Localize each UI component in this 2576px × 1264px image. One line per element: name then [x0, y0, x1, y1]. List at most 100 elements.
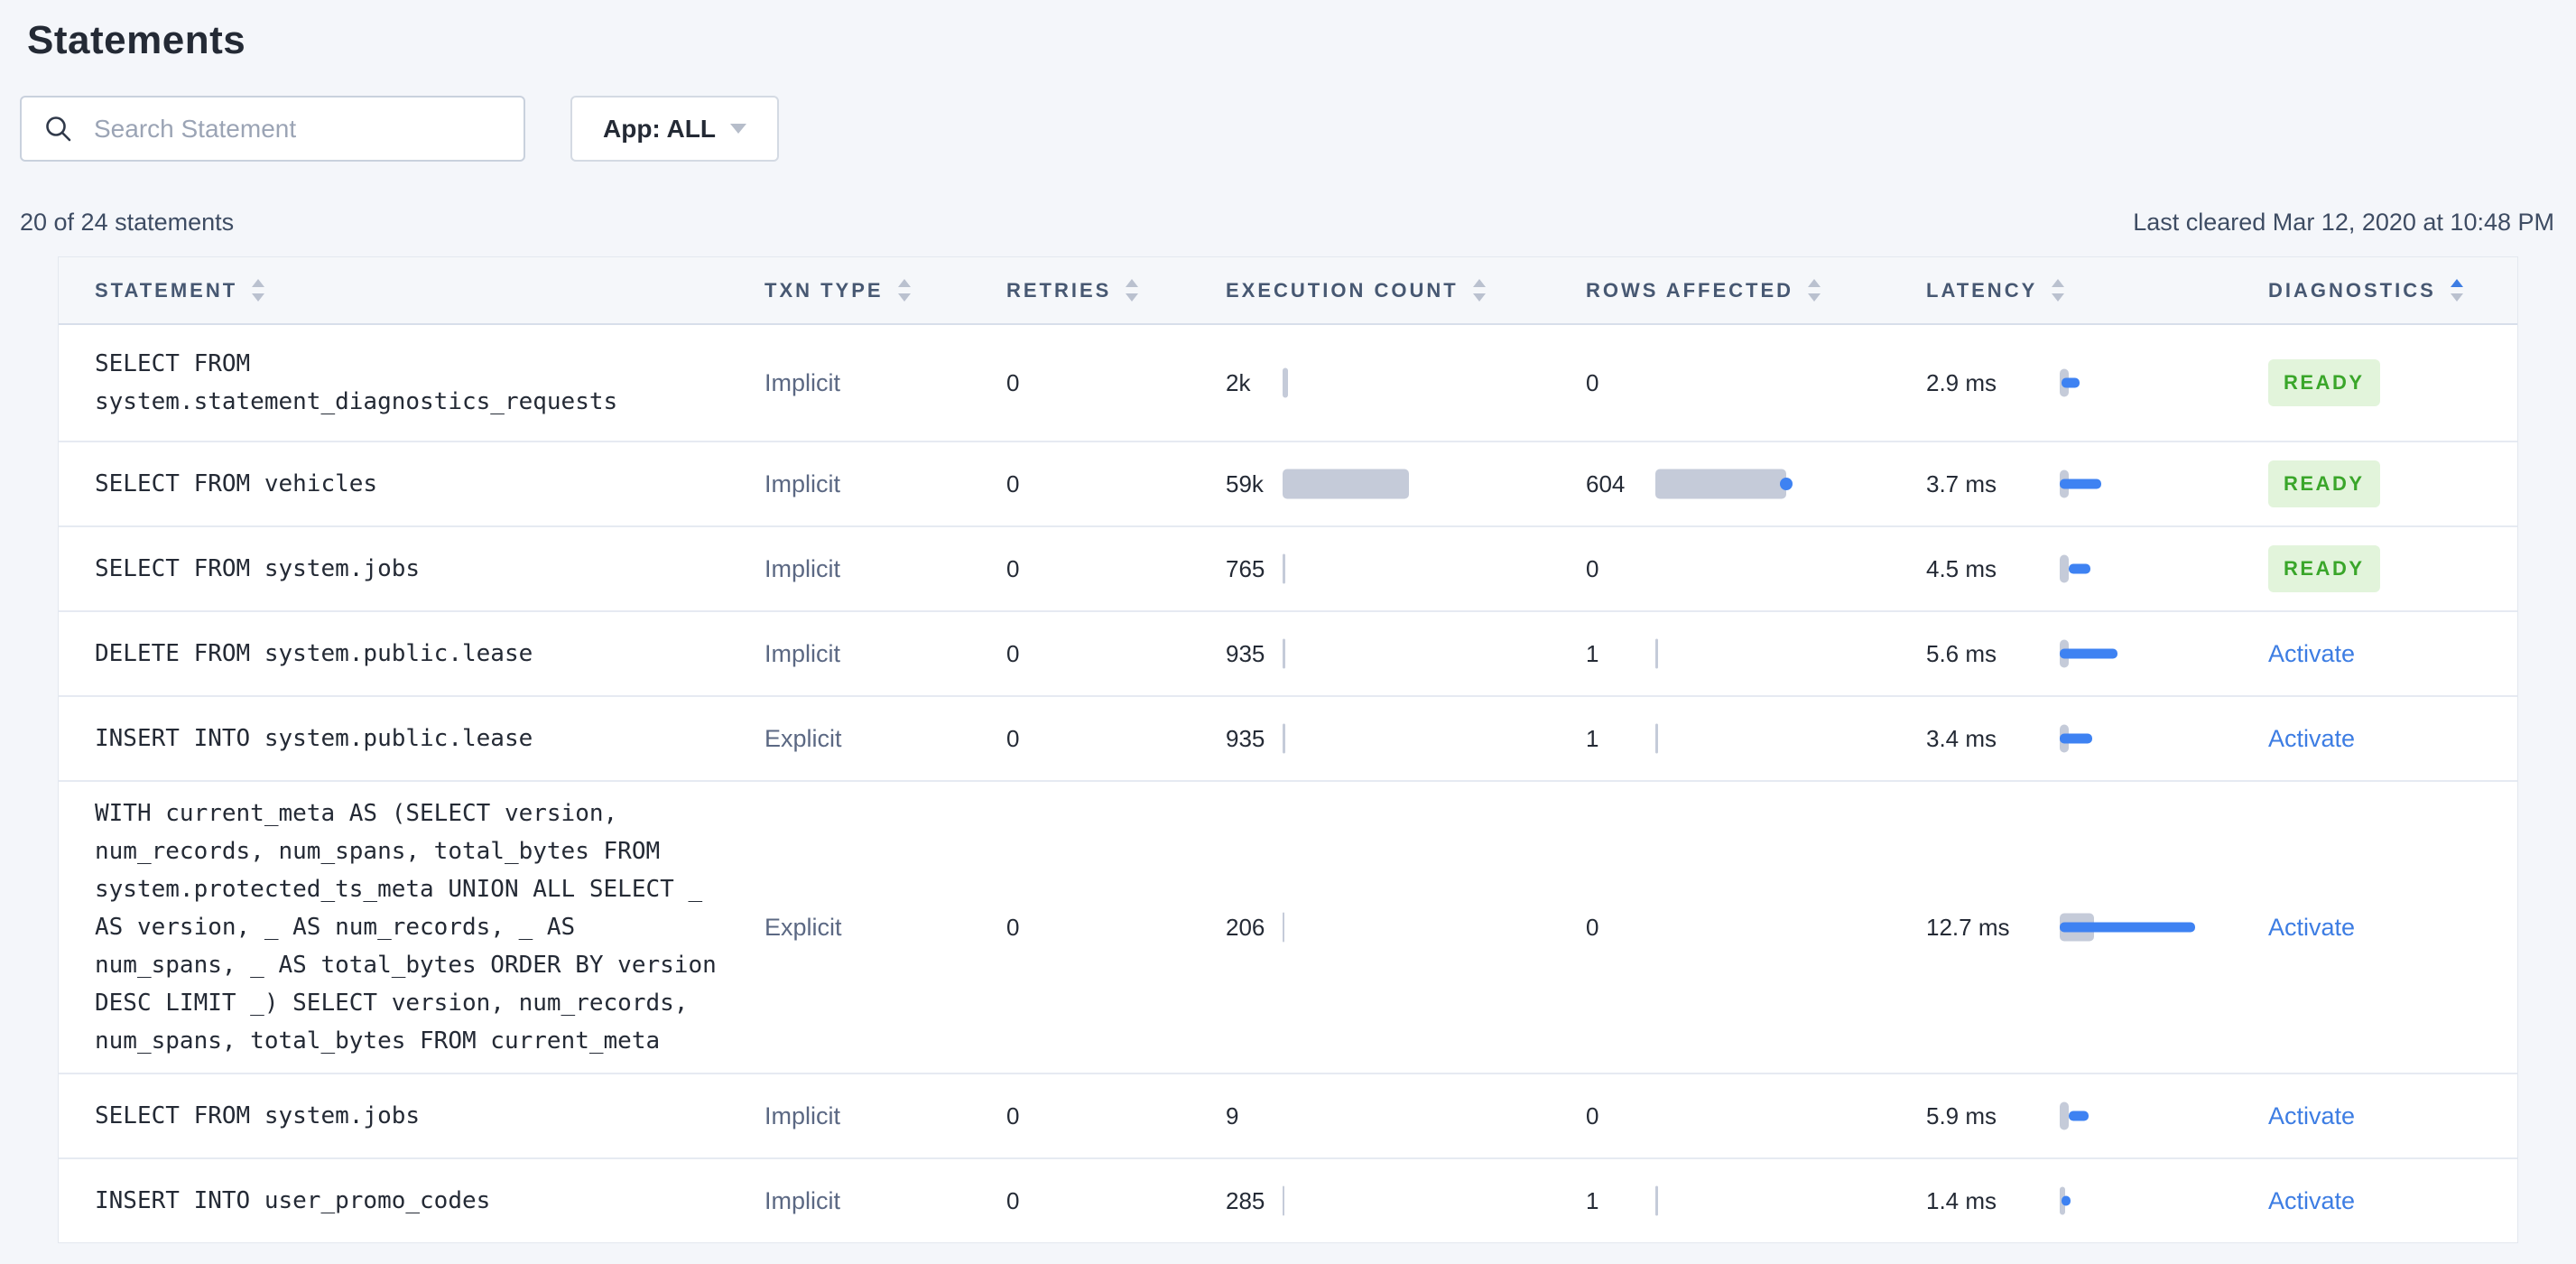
latency-value: 5.9 ms	[1926, 1101, 1997, 1129]
sort-arrows-icon[interactable]	[2450, 279, 2463, 302]
latency-value: 3.4 ms	[1926, 724, 1997, 752]
latency-value: 5.6 ms	[1926, 639, 1997, 667]
execution-count-value: 935	[1226, 724, 1265, 752]
table-body: SELECT FROM system.statement_diagnostics…	[59, 325, 2517, 1242]
statement-text[interactable]: WITH current_meta AS (SELECT version, nu…	[95, 800, 717, 1055]
column-header-statement[interactable]: STATEMENT	[95, 278, 238, 302]
activate-diagnostics-link[interactable]: Activate	[2268, 913, 2356, 941]
sort-arrows-icon[interactable]	[1808, 279, 1821, 302]
statement-text[interactable]: SELECT FROM system.jobs	[95, 555, 421, 582]
rows-affected-value: 1	[1586, 639, 1599, 667]
statement-text[interactable]: SELECT FROM system.jobs	[95, 1102, 421, 1129]
table-row: SELECT FROM system.jobs Implicit 0 9 0 5…	[59, 1073, 2517, 1157]
statement-text[interactable]: INSERT INTO user_promo_codes	[95, 1187, 491, 1214]
latency-mean-bar	[2062, 1195, 2071, 1206]
latency-value: 4.5 ms	[1926, 554, 1997, 582]
statements-table: STATEMENT TXN TYPE RETRIES EXECUTION COUNT R…	[58, 256, 2518, 1243]
statement-text[interactable]: SELECT FROM vehicles	[95, 470, 378, 497]
search-statement-box[interactable]	[20, 96, 525, 162]
execution-count-value: 59k	[1226, 469, 1264, 497]
page-title: Statements	[27, 18, 246, 62]
retries-value: 0	[1006, 913, 1020, 941]
retries-value: 0	[1006, 554, 1020, 582]
txn-type-value: Implicit	[764, 368, 841, 396]
summary-row: 20 of 24 statements Last cleared Mar 12,…	[20, 209, 2554, 237]
latency-mean-bar	[2062, 377, 2080, 388]
retries-value: 0	[1006, 1186, 1020, 1214]
latency-mean-bar	[2069, 563, 2090, 574]
sort-arrows-icon[interactable]	[2052, 279, 2065, 302]
rows-affected-value: 604	[1586, 469, 1626, 497]
latency-mean-bar	[2060, 648, 2117, 659]
retries-value: 0	[1006, 368, 1020, 396]
toolbar: App: ALL	[20, 96, 2576, 162]
retries-value: 0	[1006, 724, 1020, 752]
statement-text[interactable]: DELETE FROM system.public.lease	[95, 640, 533, 667]
execution-count-value: 206	[1226, 913, 1265, 941]
statement-text[interactable]: SELECT FROM system.statement_diagnostics…	[95, 350, 618, 415]
statements-count: 20 of 24 statements	[20, 209, 235, 236]
column-header-rows-affected[interactable]: ROWS AFFECTED	[1586, 278, 1794, 302]
activate-diagnostics-link[interactable]: Activate	[2268, 724, 2356, 752]
rows-affected-value: 0	[1586, 913, 1599, 941]
column-header-retries[interactable]: RETRIES	[1006, 278, 1112, 302]
latency-mean-bar	[2060, 922, 2195, 933]
execution-count-value: 2k	[1226, 368, 1251, 396]
rows-affected-value: 1	[1586, 1186, 1599, 1214]
txn-type-value: Implicit	[764, 1186, 841, 1214]
rows-affected-value: 1	[1586, 724, 1599, 752]
execution-count-bar	[1283, 912, 1284, 943]
txn-type-value: Implicit	[764, 554, 841, 582]
table-header-row: STATEMENT TXN TYPE RETRIES EXECUTION COUNT R…	[59, 257, 2517, 325]
table-row: INSERT INTO system.public.lease Explicit…	[59, 695, 2517, 780]
activate-diagnostics-link[interactable]: Activate	[2268, 1101, 2356, 1129]
column-header-execution-count[interactable]: EXECUTION COUNT	[1226, 278, 1459, 302]
latency-stddev-pill	[2060, 554, 2069, 583]
table-row: SELECT FROM system.jobs Implicit 0 765 0…	[59, 525, 2517, 610]
sort-arrows-icon[interactable]	[1126, 279, 1139, 302]
chevron-down-icon	[729, 124, 746, 134]
table-row: WITH current_meta AS (SELECT version, nu…	[59, 780, 2517, 1073]
sort-arrows-icon[interactable]	[252, 279, 265, 302]
txn-type-value: Explicit	[764, 724, 842, 752]
execution-count-value: 285	[1226, 1186, 1265, 1214]
sort-arrows-icon[interactable]	[1472, 279, 1486, 302]
txn-type-value: Implicit	[764, 639, 841, 667]
diagnostics-ready-badge: READY	[2268, 545, 2380, 592]
execution-count-bar	[1283, 638, 1285, 669]
column-header-latency[interactable]: LATENCY	[1926, 278, 2038, 302]
column-header-diagnostics[interactable]: DIAGNOSTICS	[2268, 278, 2436, 302]
latency-mean-bar	[2060, 479, 2101, 489]
rows-affected-stddev-dot	[1780, 478, 1793, 490]
search-icon	[46, 116, 71, 141]
latency-value: 1.4 ms	[1926, 1186, 1997, 1214]
app-filter-label: App: ALL	[603, 114, 716, 143]
latency-value: 3.7 ms	[1926, 469, 1997, 497]
rows-affected-bar	[1655, 1185, 1658, 1216]
execution-count-bar	[1283, 723, 1285, 754]
table-row: DELETE FROM system.public.lease Implicit…	[59, 610, 2517, 695]
table-row: SELECT FROM vehicles Implicit 0 59k 604 …	[59, 441, 2517, 525]
activate-diagnostics-link[interactable]: Activate	[2268, 1186, 2356, 1214]
diagnostics-ready-badge: READY	[2268, 359, 2380, 406]
search-statement-input[interactable]	[94, 114, 502, 144]
column-header-txn-type[interactable]: TXN TYPE	[764, 278, 884, 302]
execution-count-value: 765	[1226, 554, 1265, 582]
activate-diagnostics-link[interactable]: Activate	[2268, 639, 2356, 667]
table-row: SELECT FROM system.statement_diagnostics…	[59, 325, 2517, 441]
execution-count-bar	[1283, 469, 1409, 499]
latency-stddev-pill	[2060, 1101, 2069, 1130]
rows-affected-bar	[1655, 469, 1786, 499]
table-row: INSERT INTO user_promo_codes Implicit 0 …	[59, 1157, 2517, 1242]
sort-arrows-icon[interactable]	[897, 279, 911, 302]
latency-value: 12.7 ms	[1926, 913, 2010, 941]
rows-affected-bar	[1655, 723, 1658, 754]
txn-type-value: Explicit	[764, 913, 842, 941]
retries-value: 0	[1006, 469, 1020, 497]
app-filter-dropdown[interactable]: App: ALL	[570, 96, 779, 162]
rows-affected-value: 0	[1586, 554, 1599, 582]
last-cleared-text: Last cleared Mar 12, 2020 at 10:48 PM	[2133, 209, 2554, 236]
latency-mean-bar	[2060, 733, 2092, 744]
statement-text[interactable]: INSERT INTO system.public.lease	[95, 725, 533, 752]
execution-count-bar	[1283, 553, 1285, 584]
